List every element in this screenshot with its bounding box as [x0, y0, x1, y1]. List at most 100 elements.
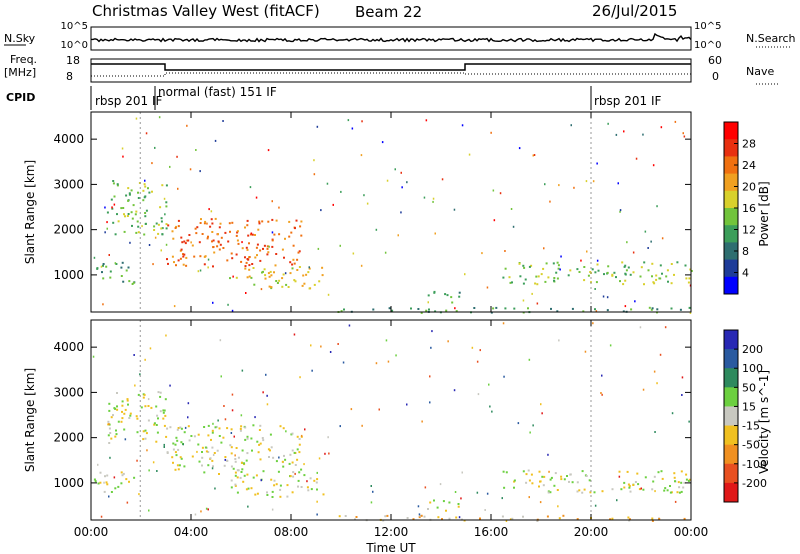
echo-cell-5: [536, 283, 539, 286]
echo-cell-2: [246, 473, 249, 476]
echo-cell-2: [296, 435, 299, 438]
echo-cell-5: [626, 470, 629, 473]
echo-speck: [327, 436, 329, 439]
echo-speck: [195, 149, 197, 151]
echo-cell-2: [257, 228, 260, 231]
echo-cell-0: [102, 263, 105, 265]
echo-cell-1: [161, 227, 164, 230]
cpid-segment-3: rbsp 201 IF: [594, 94, 661, 108]
echo-speck: [327, 293, 330, 296]
echo-cell-5: [607, 265, 610, 268]
echo-cell-1: [148, 191, 151, 194]
echo-speck: [337, 343, 339, 345]
echo-speck: [144, 358, 146, 361]
echo-speck: [360, 264, 363, 267]
echo-cell-2: [236, 231, 239, 234]
echo-cell-5: [581, 491, 584, 494]
echo-cell-5: [670, 263, 673, 265]
echo-cell-5: [567, 274, 570, 277]
echo-cell-2: [201, 464, 203, 467]
echo-speck: [394, 168, 396, 171]
echo-cell-2: [216, 245, 219, 248]
echo-cell-2: [209, 225, 212, 228]
echo-cell-1: [116, 392, 118, 394]
echo-cell-5: [556, 489, 559, 491]
echo-cell-3: [270, 478, 273, 481]
echo-cell-3: [271, 490, 274, 493]
echo-cell-5: [528, 479, 531, 482]
echo-cell-1: [124, 408, 127, 411]
echo-cell-2: [298, 471, 301, 474]
colorbar-swatch: [724, 463, 738, 484]
echo-cell-1: [142, 199, 145, 202]
echo-cell-5: [576, 268, 579, 271]
echo-cell-2: [266, 245, 269, 248]
echo-cell-1: [163, 409, 166, 412]
echo-cell-3: [308, 287, 311, 290]
echo-cell-3: [242, 480, 245, 483]
echo-cell-2: [201, 446, 204, 449]
echo-speck: [265, 373, 267, 376]
echo-cell-2: [269, 449, 271, 452]
echo-cell-3: [279, 488, 282, 491]
echo-cell-3: [275, 483, 278, 486]
echo-cell-3: [268, 275, 271, 278]
echo-cell-0: [104, 475, 106, 478]
echo-cell-0: [99, 481, 102, 484]
echo-cell-3: [248, 275, 251, 278]
echo-speck: [240, 414, 243, 417]
echo-cell-2: [194, 227, 197, 230]
echo-cell-1: [130, 189, 133, 192]
echo-speck: [278, 206, 280, 209]
echo-cell-5: [525, 473, 528, 476]
echo-cell-2: [218, 226, 221, 229]
echo-cell-1: [126, 399, 129, 402]
echo-cell-1: [134, 213, 137, 216]
echo-cell-2: [252, 424, 255, 427]
echo-cell-1: [108, 409, 111, 412]
echo-cell-2: [295, 219, 298, 222]
echo-speck: [316, 513, 318, 516]
echo-cell-1: [153, 225, 156, 228]
echo-cell-5: [542, 267, 545, 270]
echo-cell-2: [230, 446, 233, 449]
echo-cell-6: [504, 307, 507, 310]
echo-speck: [372, 490, 374, 493]
echo-cell-2: [181, 241, 184, 244]
echo-cell-6: [501, 515, 504, 518]
echo-cell-5: [678, 486, 681, 489]
echo-speck: [397, 234, 399, 237]
echo-speck: [674, 500, 677, 503]
echo-cell-1: [142, 438, 145, 441]
echo-cell-5: [643, 261, 646, 264]
echo-speck: [147, 398, 150, 401]
echo-cell-6: [419, 515, 422, 517]
echo-cell-5: [550, 476, 553, 479]
echo-cell-3: [252, 476, 255, 479]
echo-cell-0: [106, 474, 109, 477]
echo-cell-2: [217, 233, 219, 236]
echo-cell-5: [680, 490, 683, 493]
echo-cell-4: [458, 295, 461, 298]
echo-cell-0: [120, 266, 123, 269]
echo-cell-1: [121, 404, 124, 407]
echo-speck: [468, 153, 471, 156]
echo-cell-3: [235, 276, 238, 279]
colorbar-tick-label: 8: [742, 245, 749, 258]
echo-speck: [661, 237, 664, 240]
colorbar-tick-label: 100: [742, 362, 763, 375]
echo-cell-1: [153, 423, 156, 426]
echo-cell-2: [198, 241, 201, 244]
echo-speck: [378, 408, 380, 411]
echo-cell-6: [425, 309, 428, 312]
echo-cell-5: [553, 279, 555, 282]
echo-cell-2: [298, 250, 301, 253]
xtick-label: 08:00: [274, 525, 309, 539]
echo-cell-2: [199, 255, 202, 258]
echo-cell-1: [108, 427, 111, 430]
echo-cell-6: [622, 310, 625, 313]
echo-cell-5: [594, 271, 597, 274]
echo-cell-3: [234, 474, 237, 477]
echo-cell-0: [125, 269, 128, 272]
echo-cell-3: [289, 272, 292, 275]
